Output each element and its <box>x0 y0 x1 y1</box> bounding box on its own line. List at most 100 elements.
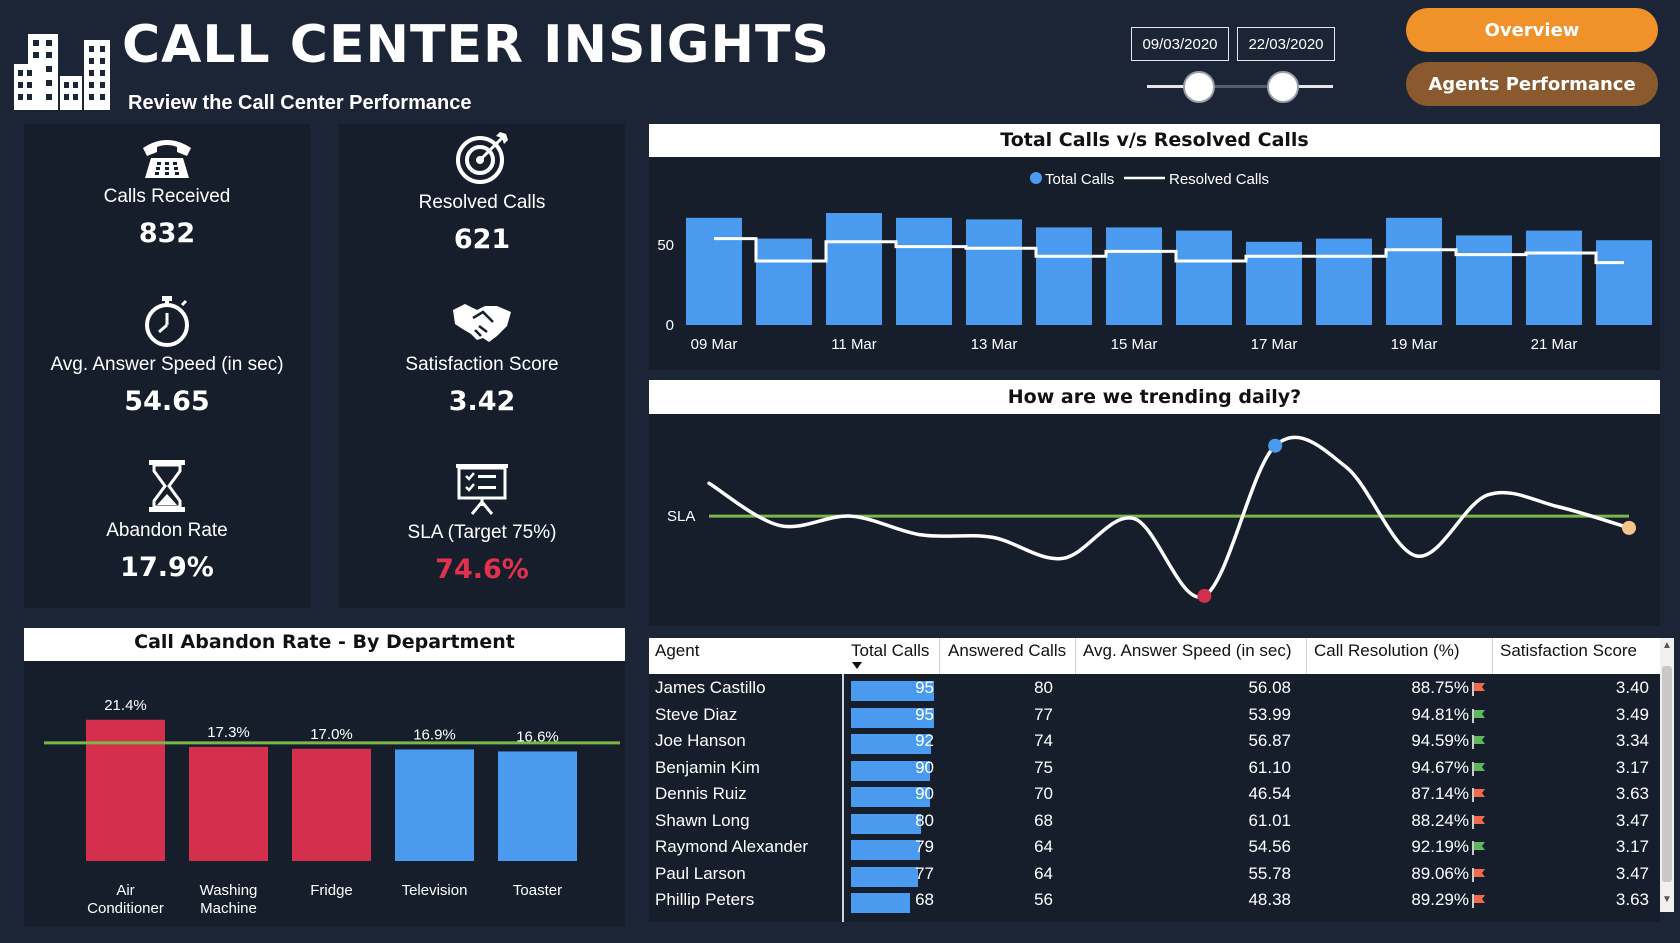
agents-performance-button[interactable]: Agents Performance <box>1406 62 1658 106</box>
date-slider-start-handle[interactable] <box>1183 71 1215 103</box>
total-calls-bar[interactable] <box>1316 238 1372 325</box>
answer-speed-value: 61.10 <box>1248 757 1291 777</box>
total-calls-bar[interactable] <box>1596 240 1652 325</box>
department-bar[interactable] <box>395 749 474 861</box>
last-point-marker[interactable] <box>1622 520 1636 535</box>
department-bar[interactable] <box>498 751 577 861</box>
scroll-down-icon[interactable]: ▼ <box>1662 894 1672 905</box>
total-calls-value: 79 <box>915 837 934 856</box>
flag-icon <box>1472 814 1485 829</box>
department-bar[interactable] <box>86 719 165 861</box>
min-point-marker[interactable] <box>1197 588 1212 603</box>
date-end-input[interactable]: 22/03/2020 <box>1237 27 1335 61</box>
table-row[interactable]: Phillip Peters 68 56 48.38 89.29% 3.63 <box>649 888 1660 914</box>
date-slider-end-handle[interactable] <box>1267 71 1299 103</box>
kpi-value: 3.42 <box>448 386 516 417</box>
total-calls-bar[interactable] <box>1036 227 1092 325</box>
flag-icon <box>1472 894 1485 908</box>
kpi-label: Abandon Rate <box>106 520 228 541</box>
total-calls-databar <box>851 813 921 834</box>
agent-name: Joe Hanson <box>655 731 746 750</box>
total-calls-bar[interactable] <box>1386 217 1442 325</box>
resolution-value: 88.24% <box>1411 810 1469 830</box>
kpi-label: Avg. Answer Speed (in sec) <box>50 354 284 375</box>
kpi-value: 621 <box>453 224 511 255</box>
department-bar[interactable] <box>292 748 371 861</box>
stopwatch-icon <box>145 296 189 347</box>
answered-calls-value: 64 <box>1034 837 1053 856</box>
department-bar[interactable] <box>189 746 268 861</box>
total-calls-databar <box>851 707 934 728</box>
agent-name: Shawn Long <box>655 810 750 830</box>
category-label: Toaster <box>513 882 562 899</box>
kpi-value: 17.9% <box>120 552 214 583</box>
total-calls-bar[interactable] <box>1106 227 1162 325</box>
total-calls-value: 68 <box>915 890 934 909</box>
category-label: Fridge <box>310 882 353 899</box>
total-calls-value: 92 <box>915 731 934 750</box>
scroll-thumb[interactable] <box>1662 666 1672 882</box>
max-point-marker[interactable] <box>1268 438 1283 453</box>
col-answered-calls[interactable]: Answered Calls <box>948 641 1067 660</box>
x-tick-label: 19 Mar <box>1391 336 1438 353</box>
bar-value-label: 21.4% <box>104 697 147 714</box>
date-start-input[interactable]: 09/03/2020 <box>1131 27 1229 61</box>
total-calls-bar[interactable] <box>756 238 812 325</box>
kpi-value: 832 <box>138 218 196 249</box>
daily-trend-line <box>707 435 1631 599</box>
table-row[interactable]: Raymond Alexander 79 64 54.56 92.19% 3.17 <box>649 835 1660 861</box>
satisfaction-value: 3.49 <box>1615 704 1649 724</box>
flag-icon <box>1472 682 1485 696</box>
overview-button[interactable]: Overview <box>1406 8 1658 52</box>
total-calls-databar <box>851 866 918 887</box>
date-slider-range <box>1200 85 1284 88</box>
total-calls-bar[interactable] <box>686 217 742 325</box>
total-calls-bar[interactable] <box>1526 230 1582 325</box>
table-row[interactable]: Paul Larson 77 64 55.78 89.06% 3.47 <box>649 862 1660 888</box>
column-divider <box>842 674 844 922</box>
bar-value-label: 16.9% <box>413 726 456 743</box>
table-row[interactable]: Steve Diaz 95 77 53.99 94.81% 3.49 <box>649 703 1660 729</box>
total-calls-bar[interactable] <box>1456 235 1512 325</box>
column-separator <box>1075 638 1076 674</box>
resolution-value: 92.19% <box>1411 837 1469 856</box>
table-row[interactable]: James Castillo 95 80 56.08 88.75% 3.40 <box>649 676 1660 702</box>
agent-name: James Castillo <box>655 678 766 697</box>
total-calls-bar[interactable] <box>1176 230 1232 325</box>
col-agent[interactable]: Agent <box>655 641 700 660</box>
x-tick-label: 11 Mar <box>831 336 877 353</box>
resolution-value: 94.67% <box>1411 757 1469 777</box>
col-resolution[interactable]: Call Resolution (%) <box>1314 641 1460 660</box>
kpi-label: Resolved Calls <box>418 192 546 213</box>
category-label: Conditioner <box>87 900 164 917</box>
table-row[interactable]: Shawn Long 80 68 61.01 88.24% 3.47 <box>649 809 1660 835</box>
total-calls-bar[interactable] <box>1246 241 1302 325</box>
table-row[interactable]: Dennis Ruiz 90 70 46.54 87.14% 3.63 <box>649 782 1660 808</box>
total-calls-bar[interactable] <box>896 217 952 325</box>
sort-desc-icon[interactable] <box>852 662 862 669</box>
bar-value-label: 16.6% <box>516 728 559 745</box>
total-calls-bar[interactable] <box>826 213 882 325</box>
flag-icon <box>1472 735 1485 749</box>
table-scrollbar[interactable]: ▲ ▼ <box>1660 638 1674 912</box>
scroll-up-icon[interactable]: ▲ <box>1662 640 1672 651</box>
col-answer-speed[interactable]: Avg. Answer Speed (in sec) <box>1083 641 1292 660</box>
chart-title: Total Calls v/s Resolved Calls <box>649 124 1660 157</box>
column-separator <box>1306 638 1307 674</box>
flag-icon <box>1472 867 1485 882</box>
col-total-calls[interactable]: Total Calls <box>851 641 930 660</box>
total-calls-value: 95 <box>915 678 934 697</box>
answer-speed-value: 55.78 <box>1248 863 1291 883</box>
x-tick-label: 09 Mar <box>691 336 738 353</box>
satisfaction-value: 3.63 <box>1615 784 1649 803</box>
table-row[interactable]: Benjamin Kim 90 75 61.10 94.67% 3.17 <box>649 756 1660 782</box>
resolution-value: 88.75% <box>1411 678 1469 697</box>
sla-label: SLA <box>667 508 695 525</box>
total-calls-bar[interactable] <box>966 219 1022 325</box>
legend-total-marker <box>1030 172 1042 184</box>
bar-value-label: 17.0% <box>310 726 353 743</box>
col-satisfaction[interactable]: Satisfaction Score <box>1500 641 1638 660</box>
category-label: Air <box>116 882 134 899</box>
table-row[interactable]: Joe Hanson 92 74 56.87 94.59% 3.34 <box>649 729 1660 755</box>
